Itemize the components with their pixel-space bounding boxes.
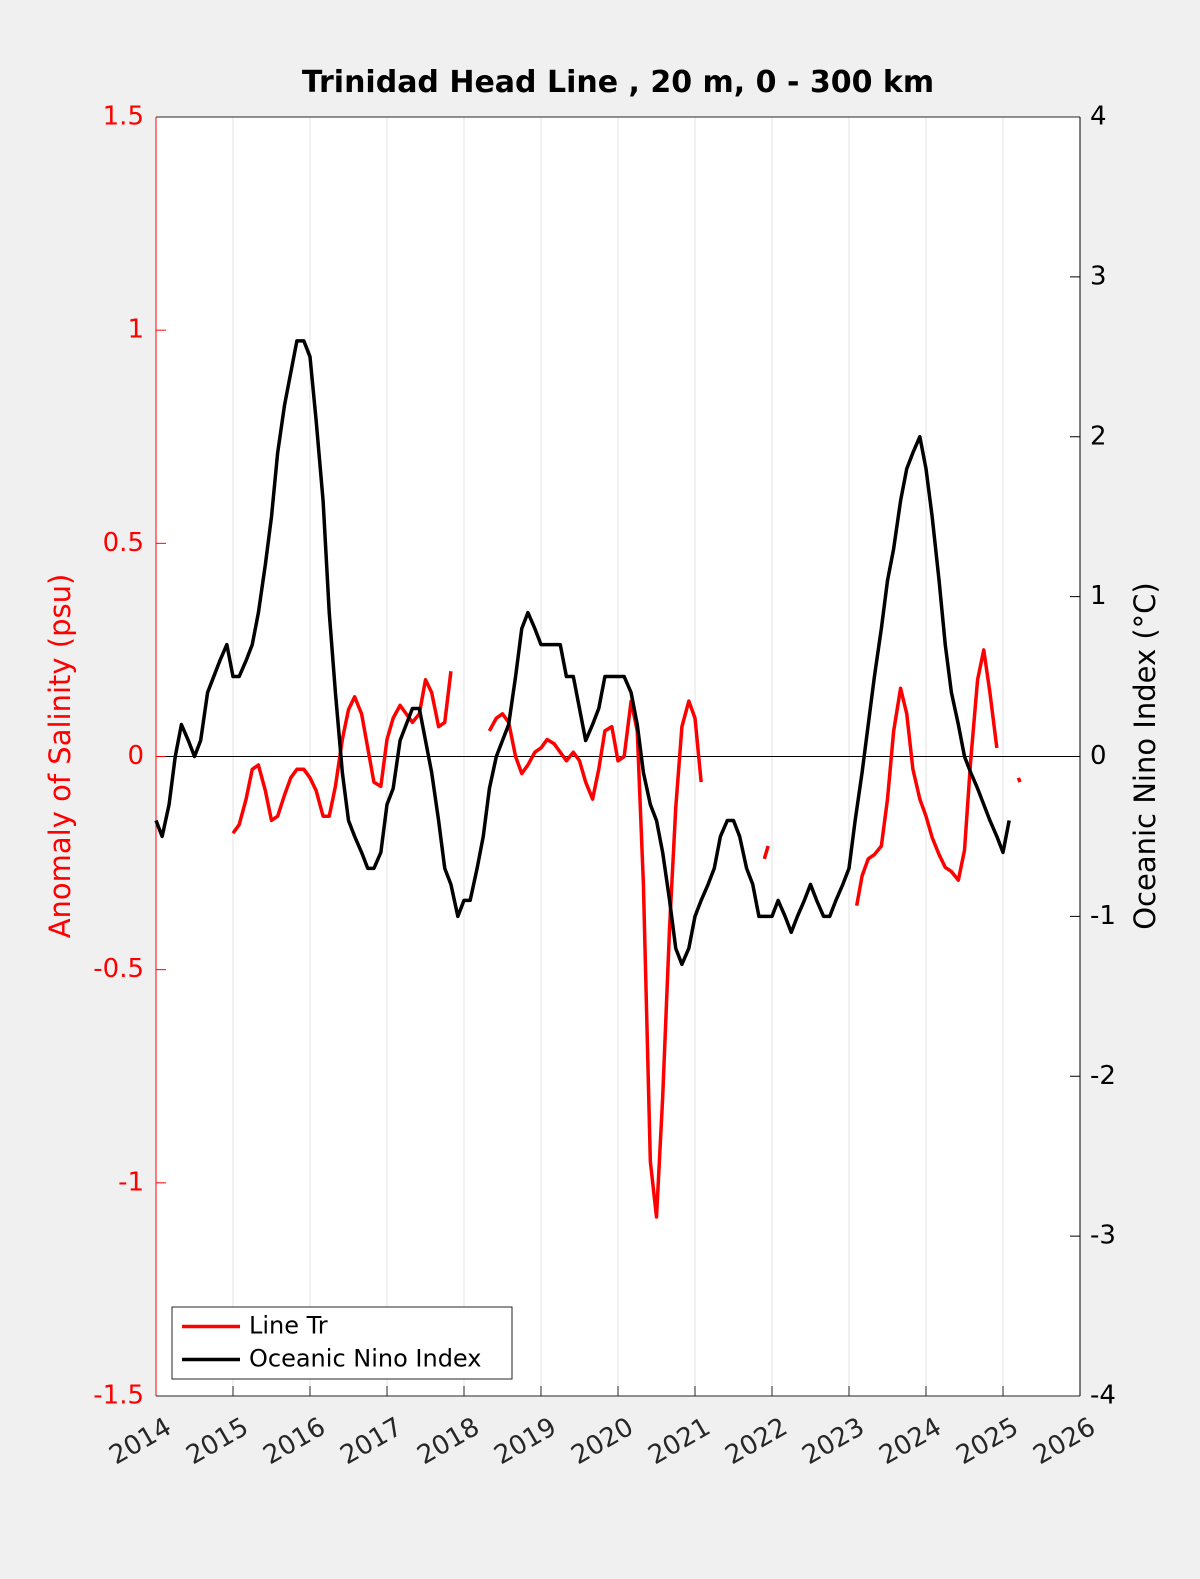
y2-axis-label: Oceanic Nino Index (°C): [1128, 582, 1162, 930]
y-axis-label: Anomaly of Salinity (psu): [43, 574, 77, 939]
y2-tick-label: 0: [1090, 741, 1107, 771]
y-tick-label: 0.5: [103, 528, 144, 558]
x-tick-label: 2017: [335, 1412, 407, 1471]
y2-tick-label: -3: [1090, 1221, 1116, 1251]
y2-tick-label: 1: [1090, 581, 1107, 611]
y-tick-label: 1.5: [103, 102, 144, 132]
x-tick-label: 2016: [258, 1412, 330, 1471]
x-tick-label: 2022: [720, 1412, 792, 1471]
y2-tick-label: -4: [1090, 1381, 1116, 1411]
y2-tick-label: 4: [1090, 102, 1107, 132]
x-tick-label: 2020: [566, 1412, 638, 1471]
y2-tick-label: 2: [1090, 421, 1107, 451]
x-tick-label: 2018: [412, 1412, 484, 1471]
y-tick-label: 1: [127, 315, 144, 345]
y-tick-label: -1.5: [93, 1381, 144, 1411]
x-tick-label: 2026: [1028, 1412, 1100, 1471]
x-tick-label: 2023: [797, 1412, 869, 1471]
y2-tick-label: -1: [1090, 901, 1116, 931]
x-tick-label: 2021: [643, 1412, 715, 1471]
y2-tick-label: 3: [1090, 261, 1107, 291]
series-line: [231, 648, 1022, 1219]
x-tick-label: 2015: [181, 1412, 253, 1471]
x-tick-label: 2019: [489, 1412, 561, 1471]
x-tick-label: 2024: [874, 1412, 946, 1471]
y-tick-label: -1: [118, 1167, 144, 1197]
legend-label: Line Tr: [249, 1312, 328, 1340]
y-tick-label: -0.5: [93, 954, 144, 984]
x-tick-label: 2014: [104, 1412, 176, 1471]
chart-title: Trinidad Head Line , 20 m, 0 - 300 km: [302, 65, 934, 100]
y-tick-label: 0: [127, 741, 144, 771]
legend-box: [171, 1306, 513, 1380]
series-line: [154, 339, 1011, 967]
y2-tick-label: -2: [1090, 1061, 1116, 1091]
x-tick-label: 2025: [951, 1412, 1023, 1471]
legend-label: Oceanic Nino Index: [249, 1345, 481, 1373]
